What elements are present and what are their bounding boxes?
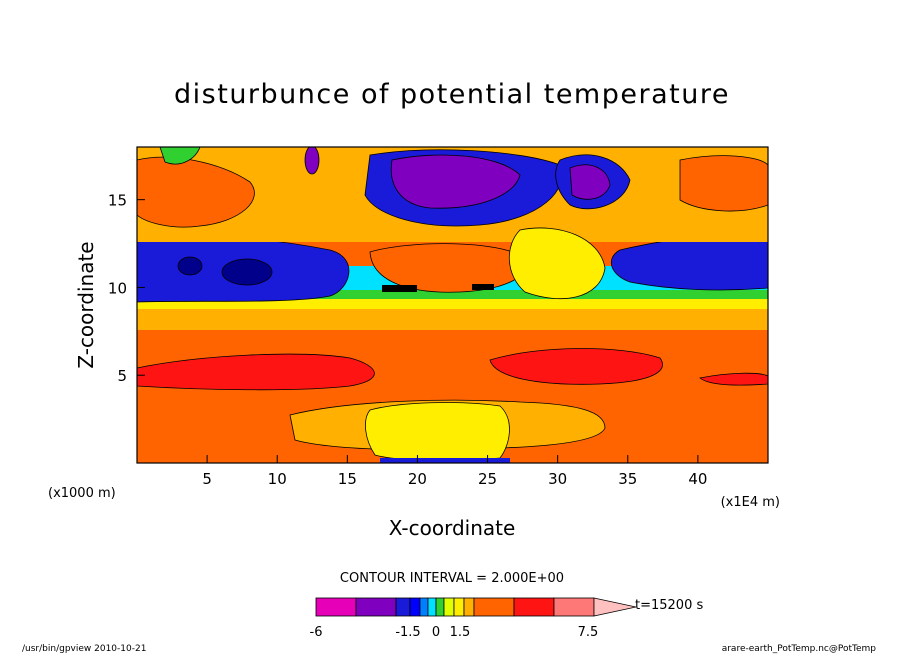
colorbar-tick-label: 1.5 <box>450 625 471 640</box>
field-red-lens-left <box>137 353 375 391</box>
colorbar-swatch <box>513 597 555 617</box>
field-lower-yellow <box>365 402 510 462</box>
plot-frame <box>136 146 769 464</box>
colorbar-swatch <box>463 597 475 617</box>
colorbar-swatch <box>553 597 595 617</box>
field-dark-mark-2 <box>472 284 494 290</box>
x-tick-label: 5 <box>202 470 212 488</box>
x-axis-label: X-coordinate <box>389 516 516 540</box>
field-red-lens-far-right <box>699 372 768 386</box>
colorbar-swatch <box>443 597 455 617</box>
x-axis: 5 10 15 20 25 30 35 40 <box>202 455 707 488</box>
field-upper-purple <box>390 154 521 209</box>
y-tick-label: 5 <box>117 367 127 385</box>
colorbar-tick-label: -6 <box>310 625 323 640</box>
colorbar-swatch <box>419 597 429 617</box>
colorbar-swatch <box>435 597 445 617</box>
footer-right: arare-earth_PotTemp.nc@PotTemp <box>722 644 877 654</box>
y-axis: 5 10 15 <box>108 192 145 385</box>
field-red-lens-right <box>489 348 663 385</box>
colorbar-swatch <box>409 597 421 617</box>
colorbar-tick-label: 0 <box>432 625 440 640</box>
field-dark-blue-cells <box>177 256 273 286</box>
x-tick-label: 35 <box>618 470 637 488</box>
colorbar-tick-label: 7.5 <box>578 625 599 640</box>
field-small-purple <box>304 147 320 175</box>
y-axis-label: Z-coordinate <box>74 241 98 368</box>
colorbar-swatch <box>453 597 465 617</box>
plot-area <box>137 147 768 463</box>
colorbar: -6 -1.5 0 1.5 7.5 <box>310 597 637 640</box>
x-unit-label: (x1000 m) <box>48 486 116 501</box>
field-bottom-blue <box>380 458 510 463</box>
colorbar-swatch <box>315 597 357 617</box>
x-tick-label: 40 <box>688 470 707 488</box>
footer-left: /usr/bin/gpview 2010-10-21 <box>22 644 146 654</box>
x-tick-label: 25 <box>478 470 497 488</box>
chart-title: disturbunce of potential temperature <box>174 79 730 110</box>
colorbar-swatch <box>395 597 411 617</box>
colorbar-tick-label: -1.5 <box>395 625 420 640</box>
x-tick-label: 15 <box>338 470 357 488</box>
x-scale-label: (x1E4 m) <box>721 495 780 510</box>
colorbar-swatch <box>427 597 437 617</box>
colorbar-arrow <box>593 597 637 617</box>
field-yellow-right <box>508 227 606 300</box>
colorbar-swatch <box>473 597 515 617</box>
field-upper-orange-right <box>679 155 768 212</box>
field-upper-purple-right-core <box>569 164 611 200</box>
x-tick-label: 10 <box>268 470 287 488</box>
field-dark-mark-1 <box>382 285 417 292</box>
y-tick-label: 10 <box>108 279 127 297</box>
contour-interval: CONTOUR INTERVAL = 2.000E+00 <box>340 571 564 586</box>
time-label: t=15200 s <box>635 598 703 613</box>
x-tick-label: 30 <box>548 470 567 488</box>
field-band-orange-light <box>137 305 768 330</box>
colorbar-swatch <box>355 597 397 617</box>
x-tick-label: 20 <box>408 470 427 488</box>
y-tick-label: 15 <box>108 192 127 210</box>
